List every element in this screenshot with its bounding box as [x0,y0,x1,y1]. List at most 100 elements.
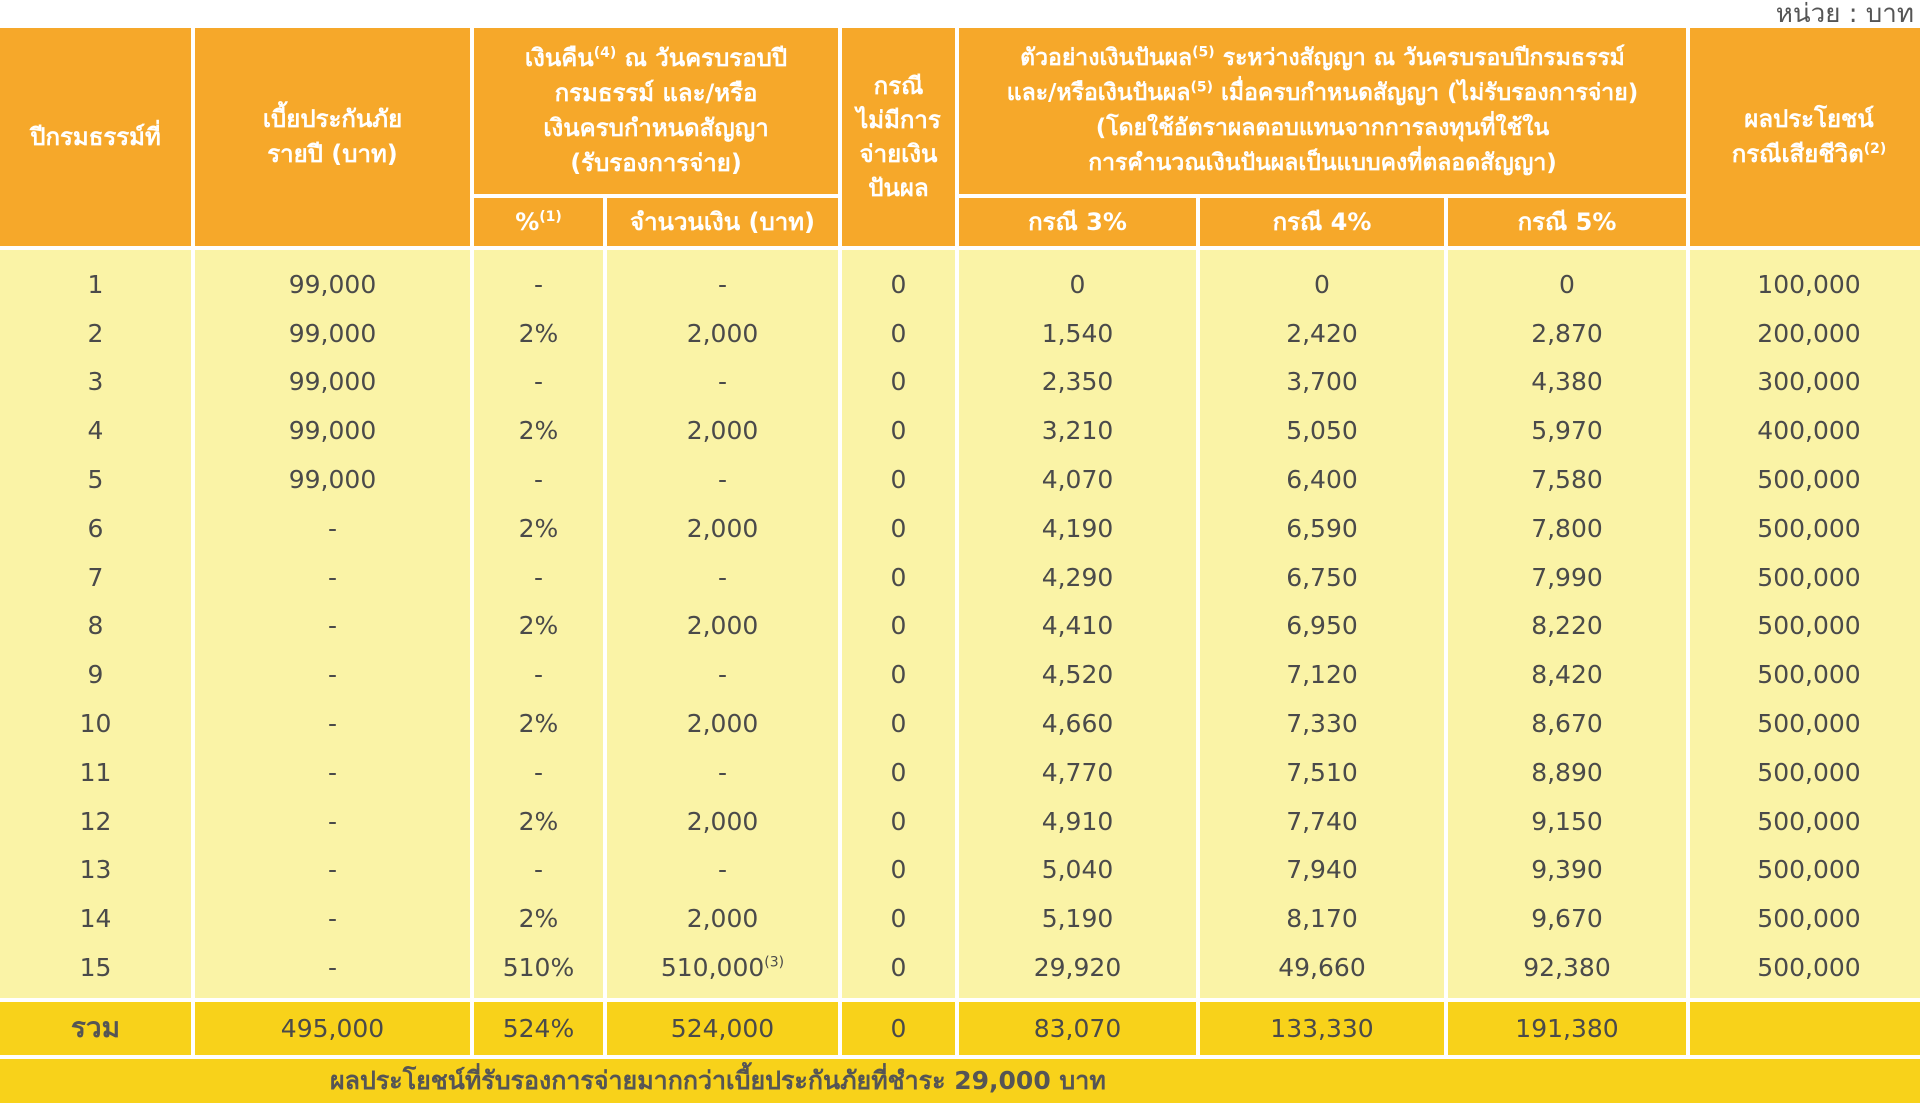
cell-case-5: 8,670 [1448,699,1686,748]
cell-amount-value: 510,000 [660,953,765,983]
cell-percent-value: - [533,269,544,299]
cell-percent: 510% [474,943,603,998]
cell-case-5: 92,380 [1448,943,1686,998]
cell-case-3-value: 1,540 [1041,318,1114,348]
table-row: 8 - 2% 2,000 0 4,410 6,950 8,220 500,000 [0,601,1920,651]
cell-case-5-value: 4,380 [1531,367,1603,397]
cell-death-benefit-value: 100,000 [1757,269,1861,299]
cell-premium-value: - [327,611,338,641]
cell-no-dividend-value: 0 [890,269,907,299]
cell-percent-value: 2% [518,318,559,348]
unit-label: หน่วย : บาท [1775,0,1914,29]
cell-case-3: 4,290 [959,552,1196,602]
cell-case-3-value: 3,210 [1041,416,1114,446]
cell-case-3-value: 4,770 [1041,757,1114,787]
cell-case-3: 4,410 [959,601,1196,651]
cell-case-3-value: 5,040 [1041,855,1114,885]
cell-year: 3 [0,357,191,407]
header-dividend-line4: การคำนวณเงินปันผลเป็นแบบคงที่ตลอดสัญญา) [1088,150,1557,176]
cell-year-value: 10 [79,709,112,739]
cell-case-3-value: 4,290 [1041,562,1114,592]
header-amount-label: จำนวนเงิน (บาท) [630,207,815,236]
cell-amount: 2,000 [607,406,838,456]
cell-premium-value: - [327,855,338,885]
cell-amount: - [607,552,838,602]
dividend-line1-a: ตัวอย่างเงินปันผล [1020,45,1193,71]
cell-amount-value: 2,000 [686,904,759,934]
cell-case-4: 6,590 [1200,503,1444,553]
cell-percent: - [474,250,603,309]
cell-year: 8 [0,601,191,651]
cell-death-benefit-value: 500,000 [1757,562,1861,592]
cell-no-dividend: 0 [842,650,955,700]
cell-case-3-value: 4,070 [1041,465,1114,495]
cell-premium: 99,000 [195,250,470,309]
cell-percent-value: 2% [518,611,559,641]
cell-case-4-value: 49,660 [1278,953,1366,983]
cell-percent: - [474,455,603,504]
table-row: 3 99,000 - - 0 2,350 3,700 4,380 300,000 [0,357,1920,407]
cell-year-value: 7 [87,562,104,592]
cell-no-dividend: 0 [842,699,955,748]
cell-premium: - [195,503,470,553]
cell-amount-value: - [717,757,728,787]
cell-year-value: 2 [87,318,104,348]
cell-no-dividend-value: 0 [890,318,907,348]
cell-premium-value: 99,000 [288,465,377,495]
cell-case-3: 4,660 [959,699,1196,748]
cell-premium: 99,000 [195,455,470,504]
cell-percent-value: 2% [518,904,559,934]
table-row: 5 99,000 - - 0 4,070 6,400 7,580 500,000 [0,455,1920,504]
header-case-5: กรณี 5% [1448,198,1686,246]
cell-case-4: 6,750 [1200,552,1444,602]
cell-premium: - [195,601,470,651]
cell-death-benefit-value: 400,000 [1757,416,1861,446]
cell-no-dividend: 0 [842,552,955,602]
table-totals: รวม 495,000 524% 524,000 0 83,070 133,33… [0,997,1920,1103]
cell-case-5: 7,990 [1448,552,1686,602]
cell-year-value: 6 [87,513,104,543]
cell-amount-value: - [717,269,728,299]
cell-case-3-value: 2,350 [1041,367,1114,397]
cell-case-4: 6,950 [1200,601,1444,651]
header-death-benefit-footnote: (2) [1863,141,1887,157]
cell-amount-value: 2,000 [686,513,759,543]
cell-case-4-value: 2,420 [1286,318,1358,348]
cell-year-value: 4 [87,416,104,446]
total-label: รวม [0,1001,191,1055]
header-case-3-label: กรณี 3% [1028,207,1127,236]
cell-year: 2 [0,308,191,358]
cell-percent-value: 2% [518,513,559,543]
cell-case-5: 9,390 [1448,845,1686,895]
cell-death-benefit-value: 500,000 [1757,806,1861,836]
cell-percent: - [474,747,603,797]
cell-percent: 2% [474,796,603,846]
cell-case-3: 4,910 [959,796,1196,846]
cell-death-benefit-value: 500,000 [1757,855,1861,885]
cell-case-5: 2,870 [1448,308,1686,358]
cell-case-3: 1,540 [959,308,1196,358]
cell-case-3: 4,770 [959,747,1196,797]
table-row: 6 - 2% 2,000 0 4,190 6,590 7,800 500,000 [0,503,1920,553]
cell-year: 15 [0,943,191,998]
cell-premium: - [195,943,470,998]
cell-case-5: 8,220 [1448,601,1686,651]
guaranteed-benefit-note: ผลประโยชน์ที่รับรองการจ่ายมากกว่าเบี้ยปร… [0,1058,1920,1103]
table-row: 11 - - - 0 4,770 7,510 8,890 500,000 [0,747,1920,797]
cell-percent-value: - [533,465,544,495]
header-death-benefit: ผลประโยชน์ กรณีเสียชีวิต(2) [1690,28,1920,246]
cell-amount-value: - [717,855,728,885]
cell-year: 5 [0,455,191,504]
cell-case-4-value: 3,700 [1286,367,1358,397]
cell-case-3-value: 4,190 [1041,513,1114,543]
cell-death-benefit-value: 500,000 [1757,904,1861,934]
cell-death-benefit: 500,000 [1690,845,1920,895]
cell-no-dividend: 0 [842,747,955,797]
cell-death-benefit-value: 300,000 [1757,367,1861,397]
cell-premium-value: 99,000 [288,416,377,446]
cell-death-benefit-value: 500,000 [1757,660,1861,690]
cell-amount: - [607,357,838,407]
cell-no-dividend-value: 0 [890,416,907,446]
total-case-4: 133,330 [1200,1001,1444,1055]
header-cash-back: เงินคืน(4) ณ วันครบรอบปี กรมธรรม์ และ/หร… [474,28,838,198]
